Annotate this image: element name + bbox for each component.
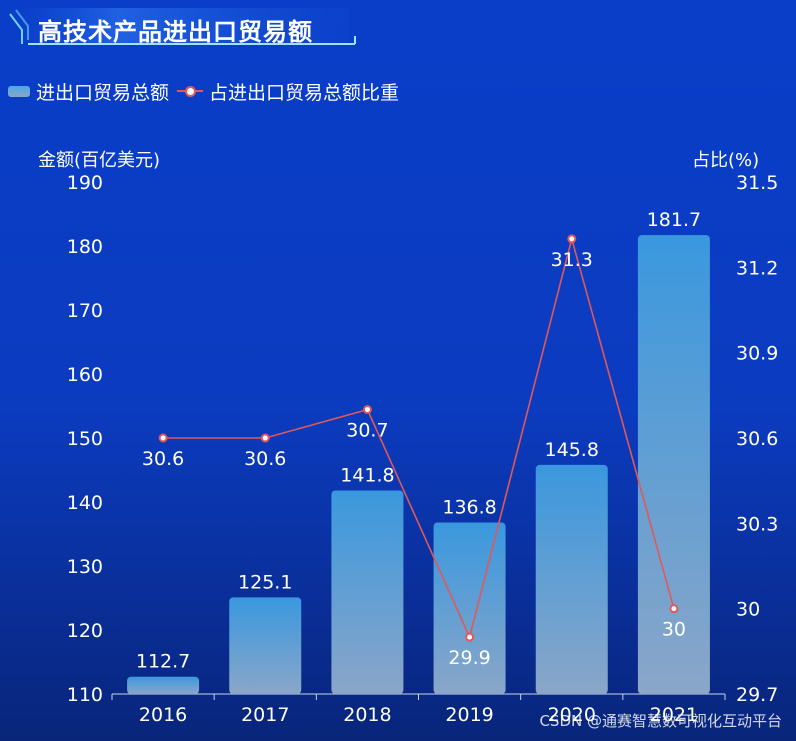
share-value-label: 30.6 bbox=[142, 448, 184, 470]
legend-line-swatch bbox=[177, 84, 204, 98]
share-point-2018 bbox=[362, 405, 372, 415]
y-tick-label: 190 bbox=[67, 172, 103, 194]
bar-2020 bbox=[535, 464, 608, 694]
x-tick-label-2020: 2020 bbox=[548, 704, 596, 726]
share-value-label: 30.6 bbox=[244, 448, 286, 470]
bar-value-label: 125.1 bbox=[238, 571, 292, 593]
share-value-label: 29.9 bbox=[448, 647, 490, 669]
share-line bbox=[163, 235, 675, 640]
bar-value-label: 141.8 bbox=[340, 464, 394, 486]
bar-2018 bbox=[331, 490, 404, 694]
chart-title: 高技术产品进出口贸易额 bbox=[38, 18, 313, 46]
bar-value-label: 145.8 bbox=[545, 439, 599, 461]
y-tick-label: 180 bbox=[67, 236, 103, 258]
share-point-2021 bbox=[669, 604, 679, 614]
y-tick-label: 140 bbox=[67, 492, 103, 514]
y-tick-label: 160 bbox=[67, 364, 103, 386]
legend-item-total[interactable]: 进出口贸易总额 bbox=[8, 78, 169, 105]
y2-tick-label: 30.9 bbox=[736, 343, 778, 365]
legend-label-total: 进出口贸易总额 bbox=[36, 81, 170, 104]
x-tick-label-2016: 2016 bbox=[139, 704, 187, 726]
bar-2016 bbox=[127, 676, 200, 694]
chart-legend: 进出口贸易总额 占进出口贸易总额比重 bbox=[8, 78, 407, 104]
y-axis-title: 金额(百亿美元) bbox=[38, 150, 161, 171]
x-tick-label-2017: 2017 bbox=[241, 704, 289, 726]
share-point-2016 bbox=[158, 433, 168, 443]
y2-axis-title: 占比(%) bbox=[692, 150, 760, 171]
bar-value-label: 136.8 bbox=[442, 496, 496, 518]
legend-label-share: 占进出口贸易总额比重 bbox=[209, 81, 400, 104]
share-point-2017 bbox=[260, 433, 270, 443]
y-tick-label: 150 bbox=[67, 428, 103, 450]
share-value-label: 31.3 bbox=[551, 249, 593, 271]
legend-item-share[interactable]: 占进出口贸易总额比重 bbox=[177, 78, 399, 105]
x-tick-label-2021: 2021 bbox=[650, 704, 698, 726]
bar-value-label: 181.7 bbox=[647, 209, 701, 231]
x-tick-label-2019: 2019 bbox=[445, 704, 493, 726]
y2-tick-label: 29.7 bbox=[736, 684, 778, 706]
legend-bar-swatch bbox=[8, 85, 30, 97]
y-tick-label: 110 bbox=[67, 684, 103, 706]
y2-tick-label: 30.3 bbox=[736, 513, 778, 535]
y2-tick-label: 31.5 bbox=[736, 172, 778, 194]
bar-2017 bbox=[229, 597, 302, 694]
bar-value-label: 112.7 bbox=[136, 651, 190, 673]
y2-tick-label: 31.2 bbox=[736, 257, 778, 279]
watermark: CSDN @通赛智慧数可视化互动平台 bbox=[539, 712, 782, 730]
share-value-label: 30.7 bbox=[346, 420, 388, 442]
share-point-2019 bbox=[465, 632, 475, 642]
y2-tick-label: 30 bbox=[736, 599, 760, 621]
share-value-label: 30 bbox=[662, 619, 686, 641]
bar-2021 bbox=[637, 235, 710, 694]
chart-title-banner: 高技术产品进出口贸易额 bbox=[0, 0, 360, 50]
y-tick-label: 170 bbox=[67, 300, 103, 322]
y2-tick-label: 30.6 bbox=[736, 428, 778, 450]
share-point-2020 bbox=[567, 234, 577, 244]
y-tick-label: 120 bbox=[67, 620, 103, 642]
x-tick-label-2018: 2018 bbox=[343, 704, 391, 726]
title-decoration bbox=[9, 8, 356, 45]
y-tick-label: 130 bbox=[67, 556, 103, 578]
